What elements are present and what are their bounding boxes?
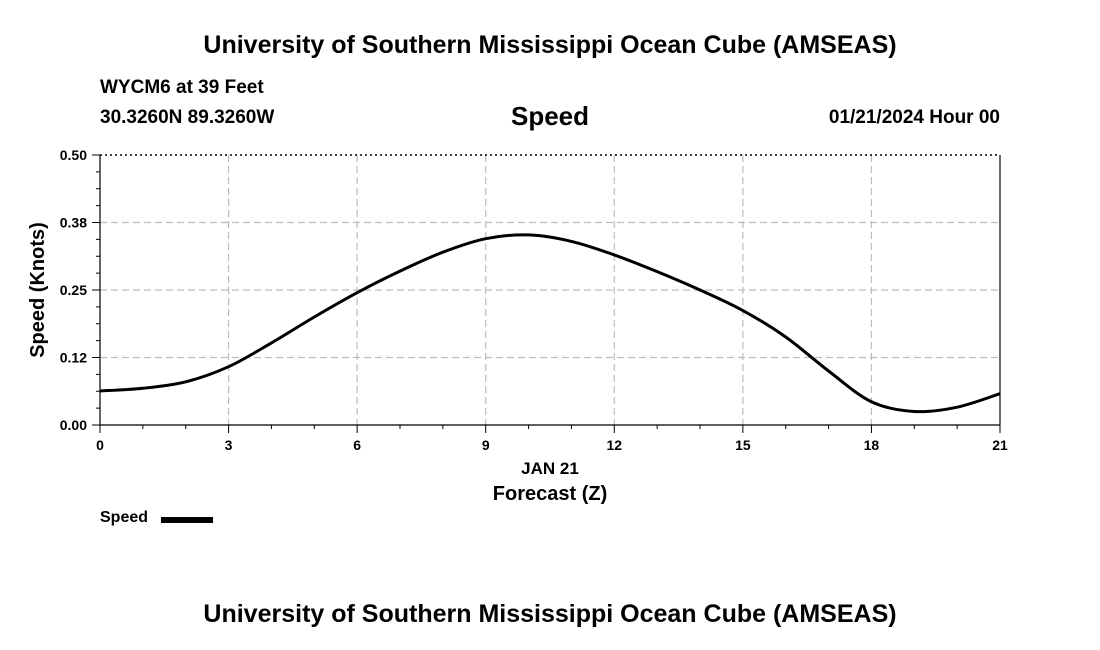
- station-label: WYCM6 at 39 Feet: [100, 77, 264, 98]
- x-tick-label: 6: [353, 437, 361, 453]
- x-axis-date-label: JAN 21: [521, 459, 579, 478]
- plot-title: Speed: [510, 101, 590, 131]
- x-tick-label: 9: [482, 437, 490, 453]
- x-tick-label: 15: [735, 437, 751, 453]
- y-axis-label: Speed (Knots): [27, 222, 49, 358]
- x-tick-label: 0: [96, 437, 104, 453]
- footer-title: University of Southern Mississippi Ocean…: [203, 600, 897, 628]
- x-tick-label: 21: [992, 437, 1008, 453]
- datetime-label: 01/21/2024 Hour 00: [828, 107, 1000, 128]
- x-tick-label: 3: [225, 437, 233, 453]
- x-tick-label: 12: [606, 437, 622, 453]
- legend-swatch: [161, 517, 213, 523]
- y-tick-label: 0.50: [60, 147, 87, 163]
- coordinates-label: 30.3260N 89.3260W: [100, 107, 275, 128]
- x-tick-label: 18: [864, 437, 880, 453]
- y-tick-label: 0.12: [60, 350, 87, 366]
- legend-label: Speed: [100, 509, 149, 526]
- y-tick-label: 0.25: [60, 282, 87, 298]
- y-tick-label: 0.00: [60, 417, 87, 433]
- x-axis-label: Forecast (Z): [493, 483, 607, 505]
- speed-series-line: [99, 233, 1001, 414]
- y-tick-label: 0.38: [60, 215, 87, 231]
- chart-title: University of Southern Mississippi Ocean…: [203, 31, 897, 59]
